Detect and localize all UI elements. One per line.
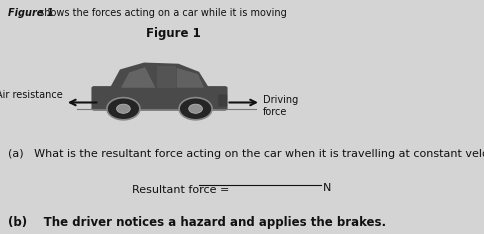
Polygon shape [156,66,175,88]
Text: N: N [322,183,331,193]
Text: Air resistance: Air resistance [0,90,62,100]
Text: (b)    The driver notices a hazard and applies the brakes.: (b) The driver notices a hazard and appl… [8,216,386,229]
Text: Figure 1: Figure 1 [146,27,200,40]
Text: Figure 1: Figure 1 [8,8,54,18]
Polygon shape [176,68,204,88]
Polygon shape [109,62,209,88]
Circle shape [116,104,130,113]
Polygon shape [121,67,155,88]
Circle shape [188,104,202,113]
Circle shape [179,98,212,120]
Text: Resultant force =: Resultant force = [132,185,232,195]
Text: shows the forces acting on a car while it is moving: shows the forces acting on a car while i… [36,8,286,18]
Text: (a)   What is the resultant force acting on the car when it is travelling at con: (a) What is the resultant force acting o… [8,149,484,159]
FancyBboxPatch shape [218,94,227,107]
Circle shape [106,98,139,120]
Text: Driving
force: Driving force [262,95,297,117]
FancyBboxPatch shape [91,86,227,111]
